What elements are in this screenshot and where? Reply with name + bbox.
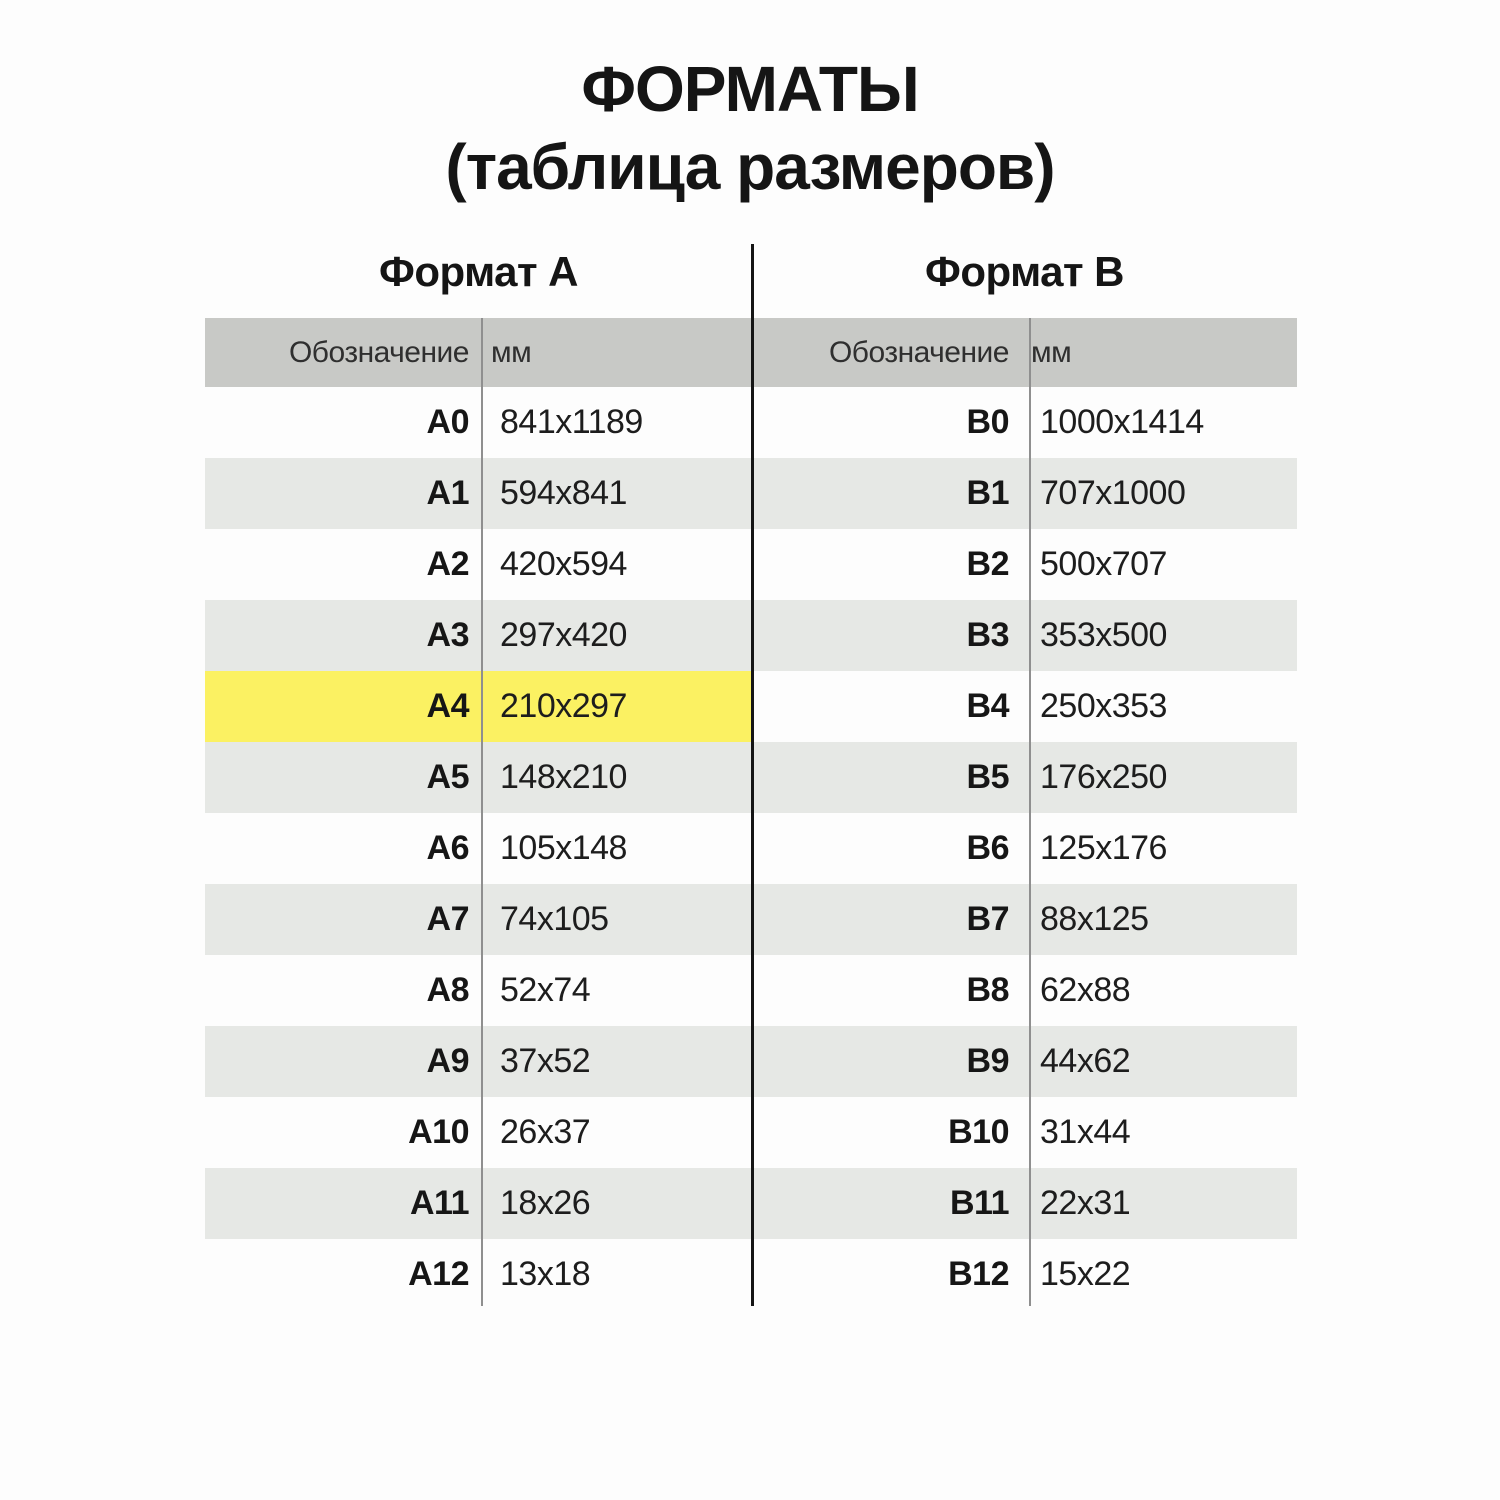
designation-cell-a: A6 <box>426 829 470 867</box>
designation-cell-a: A0 <box>426 403 470 441</box>
designation-cell-a: A9 <box>205 1026 482 1097</box>
size-cell-a: 297x420 <box>482 600 752 671</box>
col-header-mm-b: мм <box>1031 335 1072 369</box>
designation-cell-b: B10 <box>948 1113 1009 1151</box>
designation-cell-a: A3 <box>205 600 482 671</box>
size-cell-a: 105x148 <box>500 829 627 867</box>
designation-cell-a: A1 <box>205 458 482 529</box>
table-a-heading: Формат А <box>378 248 579 295</box>
center-divider-line <box>751 244 754 1306</box>
designation-cell-a: A2 <box>426 545 470 583</box>
page-title: ФОРМАТЫ (таблица размеров) <box>0 50 1500 206</box>
designation-cell-b: B3 <box>752 600 1022 671</box>
size-cell-b: 22x31 <box>1022 1168 1297 1239</box>
column-divider-line-b <box>1029 318 1031 1306</box>
designation-cell-a: A11 <box>205 1168 482 1239</box>
designation-cell-b: B4 <box>966 687 1010 725</box>
size-cell-a: 37x52 <box>482 1026 752 1097</box>
size-cell-b: 44x62 <box>1022 1026 1297 1097</box>
size-cell-a: 148x210 <box>482 742 752 813</box>
size-cell-b: 62x88 <box>1040 971 1131 1009</box>
size-cell-b: 250x353 <box>1040 687 1167 725</box>
size-cell-a: 841x1189 <box>500 403 643 441</box>
size-cell-b: 88x125 <box>1022 884 1297 955</box>
table-row: A1 594x841 B1 707x1000 <box>205 458 1297 529</box>
designation-cell-b: B12 <box>948 1255 1009 1293</box>
size-cell-b: 15x22 <box>1040 1255 1131 1293</box>
size-cell-b: 176x250 <box>1022 742 1297 813</box>
size-cell-a: 18x26 <box>482 1168 752 1239</box>
col-header-designation-a: Обозначение <box>288 335 470 369</box>
designation-cell-a: A7 <box>205 884 482 955</box>
designation-cell-a: A4 <box>205 671 482 742</box>
size-cell-a: 594x841 <box>482 458 752 529</box>
designation-cell-b: B11 <box>752 1168 1022 1239</box>
designation-cell-a: A5 <box>205 742 482 813</box>
size-cell-b: 125x176 <box>1040 829 1167 867</box>
size-cell-b: 707x1000 <box>1022 458 1297 529</box>
size-cell-a: 26x37 <box>500 1113 591 1151</box>
designation-cell-b: B1 <box>752 458 1022 529</box>
designation-cell-b: B6 <box>966 829 1010 867</box>
designation-cell-a: A12 <box>408 1255 469 1293</box>
page-title-line1: ФОРМАТЫ <box>581 53 919 125</box>
size-cell-b: 500x707 <box>1040 545 1167 583</box>
designation-cell-b: B2 <box>966 545 1010 583</box>
column-divider-line-a <box>481 318 483 1306</box>
col-header-designation-b: Обозначение <box>828 335 1010 369</box>
size-cell-a: 74x105 <box>482 884 752 955</box>
size-cell-a: 210x297 <box>482 671 752 742</box>
designation-cell-a: A10 <box>408 1113 469 1151</box>
size-cell-b: 1000x1414 <box>1040 403 1204 441</box>
size-cell-a: 13x18 <box>500 1255 591 1293</box>
size-cell-a: 52x74 <box>500 971 591 1009</box>
page-title-line2: (таблица размеров) <box>445 131 1055 203</box>
designation-cell-b: B5 <box>752 742 1022 813</box>
designation-cell-a: A8 <box>426 971 470 1009</box>
size-cell-a: 420x594 <box>500 545 627 583</box>
table-b-heading: Формат B <box>924 248 1125 295</box>
designation-cell-b: B8 <box>966 971 1010 1009</box>
size-cell-b: 31x44 <box>1040 1113 1131 1151</box>
size-cell-b: 353x500 <box>1022 600 1297 671</box>
designation-cell-b: B7 <box>752 884 1022 955</box>
col-header-mm-a: мм <box>491 335 532 369</box>
designation-cell-b: B0 <box>966 403 1010 441</box>
designation-cell-b: B9 <box>752 1026 1022 1097</box>
